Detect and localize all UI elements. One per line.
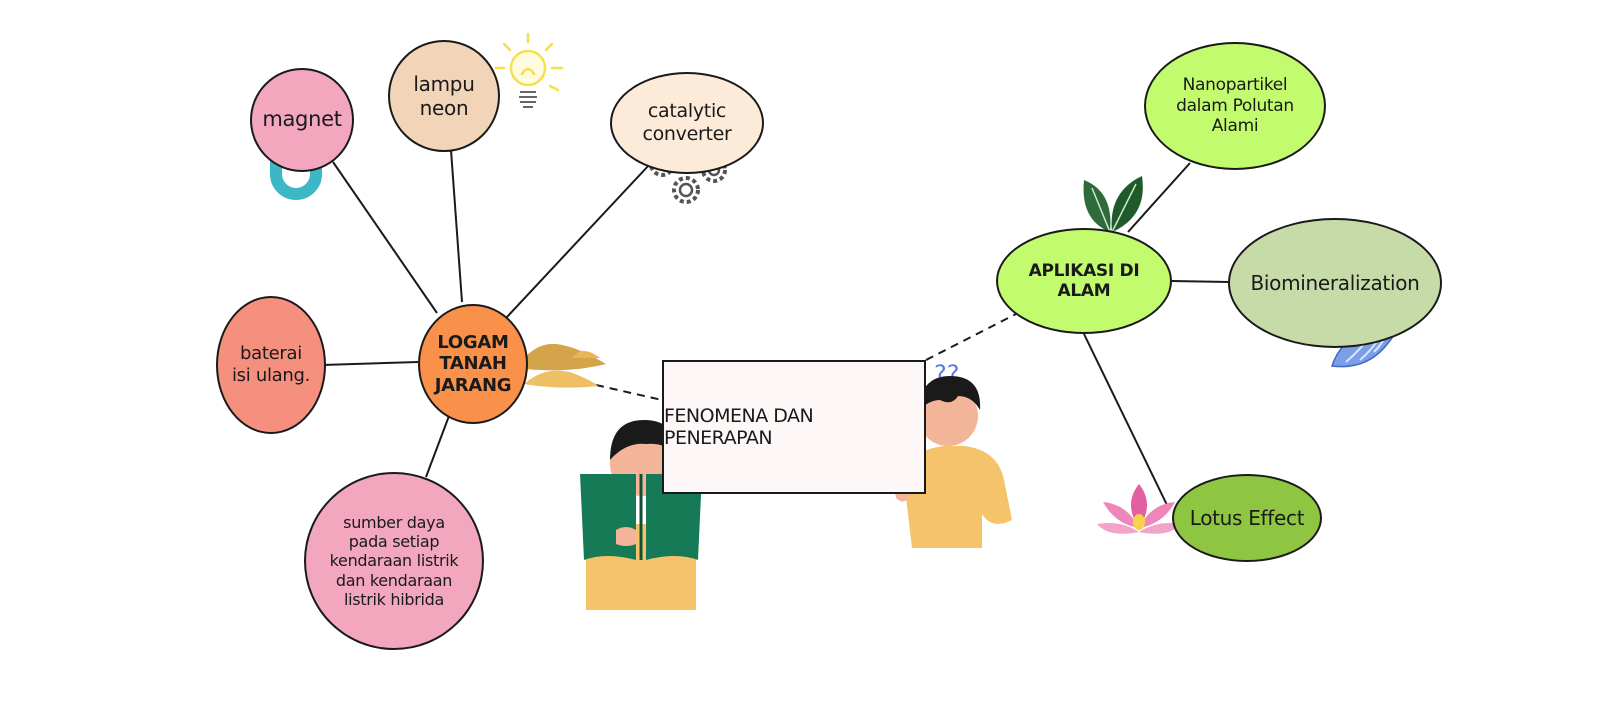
lotus-flower-icon [1097,484,1181,534]
node-label-line: Alami [1211,116,1259,137]
link-biomineralization [1171,280,1230,283]
node-label: magnet [262,107,342,132]
node-magnet: magnet [250,68,354,172]
node-sumber-daya: sumber daya pada setiap kendaraan listri… [304,472,484,650]
node-lampu-neon: lampu neon [388,40,500,152]
node-nanopartikel: Nanopartikel dalam Polutan Alami [1144,42,1326,170]
link-center-right-dashed [925,313,1017,361]
node-label-line: kendaraan listrik [329,551,459,571]
node-label-line: Nanopartikel [1182,75,1288,96]
hub-label-line: LOGAM [437,331,509,353]
node-logam-tanah-jarang: LOGAM TANAH JARANG [418,304,528,424]
node-baterai: baterai isi ulang. [216,296,326,434]
node-biomineralization: Biomineralization [1228,218,1442,348]
sand-pile-icon [516,343,606,388]
node-label-line: sumber daya [343,513,445,533]
lightbulb-icon [494,32,564,108]
reading-boy-illustration [580,420,702,610]
link-magnet [332,161,438,314]
node-label-line: lampu [413,72,475,96]
hub-label-line: APLIKASI DI [1028,260,1140,281]
thinking-boy-illustration: ?? [888,360,1012,548]
leaves-icon [1083,176,1143,233]
node-aplikasi-di-alam: APLIKASI DI ALAM [996,228,1172,334]
node-label-line: converter [642,123,732,145]
link-lotus [1083,333,1168,506]
center-label: FENOMENA DAN PENERAPAN [664,405,814,449]
node-label-line: listrik hibrida [343,589,445,609]
node-label-line: isi ulang. [231,365,311,386]
center-fenomena-penerapan: FENOMENA DAN PENERAPAN [662,360,926,494]
node-label-line: dalam Polutan [1176,95,1294,116]
node-lotus-effect: Lotus Effect [1172,474,1322,562]
link-nanopartikel [1127,162,1191,233]
node-label-line: neon [419,96,469,120]
node-label: Biomineralization [1250,271,1420,295]
link-baterai [321,361,419,366]
link-sumber [425,415,450,478]
node-catalytic-converter: catalytic converter [610,72,764,174]
hub-label-line: ALAM [1057,281,1111,301]
hub-label-line: TANAH [439,353,507,375]
node-label-line: dan kendaraan [335,570,453,590]
node-label: Lotus Effect [1189,506,1305,530]
node-label-line: pada setiap [348,532,440,552]
link-lampu [450,149,463,303]
link-catalytic [505,163,651,319]
node-label-line: baterai [240,343,302,365]
hub-label-line: JARANG [434,374,512,396]
link-center-left-dashed [595,384,663,401]
node-label-line: catalytic [647,100,727,123]
